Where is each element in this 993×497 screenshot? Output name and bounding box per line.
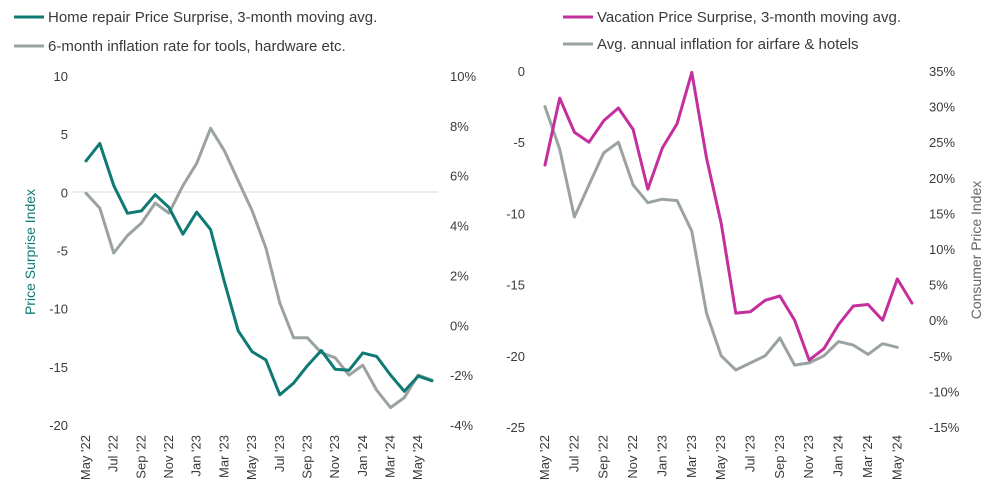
series-line-vacation-price-surprise-3-month-moving-avg — [543, 70, 914, 362]
x-tick-label: Nov '23 — [327, 435, 342, 479]
y-tick-label-left: -20 — [506, 349, 525, 364]
chart-vacation: Vacation Price Surprise, 3-month moving … — [506, 9, 984, 480]
y-tick-label-left: 10 — [54, 69, 68, 84]
x-tick-label: Sep '22 — [596, 435, 611, 479]
legend-label-vacation: Vacation Price Surprise, 3-month moving … — [597, 9, 901, 26]
y-tick-label-left: -5 — [513, 135, 525, 150]
x-tick-label: Mar '23 — [684, 435, 699, 478]
x-tick-label: Jul '22 — [106, 435, 121, 472]
y-axis-ticks-right: 35% 30% 25% 20% 15% 10% 5% 0% -5% -10% -15% — [929, 64, 960, 435]
y-tick-label-right: 0% — [929, 313, 948, 328]
x-tick-label: Jan '24 — [355, 435, 370, 477]
y-tick-label-left: -10 — [506, 206, 525, 221]
x-tick-label: Sep '23 — [772, 435, 787, 479]
y-axis-title-right: Consumer Price Index — [968, 181, 984, 320]
x-axis-ticks: May '22 Jul '22 Sep '22 Nov '22 Jan '23 Mar '… — [537, 435, 904, 480]
y-tick-label-right: 8% — [450, 119, 469, 134]
y-tick-label-right: 25% — [929, 135, 955, 150]
y-tick-label-left: 0 — [518, 64, 525, 79]
x-tick-label: Jul '23 — [272, 435, 287, 472]
x-tick-label: May '22 — [537, 435, 552, 480]
x-tick-label: May '24 — [889, 435, 904, 480]
y-axis-ticks-left: 10 5 0 -5 -10 -15 -20 — [49, 69, 68, 433]
x-tick-label: Jan '24 — [831, 435, 846, 477]
series-line-home-repair-price-surprise-3-month-moving-avg — [84, 142, 434, 397]
series-group — [543, 70, 914, 372]
y-tick-label-right: -2% — [450, 368, 474, 383]
legend-label-home-repair: Home repair Price Surprise, 3-month movi… — [48, 9, 377, 26]
y-tick-label-right: 10% — [929, 242, 955, 257]
x-tick-label: Jan '23 — [189, 435, 204, 477]
y-tick-label-left: 5 — [61, 127, 68, 142]
x-tick-label: Nov '23 — [801, 435, 816, 479]
x-tick-label: Sep '22 — [133, 435, 148, 479]
y-tick-label-right: 2% — [450, 268, 469, 283]
y-tick-label-right: -10% — [929, 384, 960, 399]
series-line-avg-annual-inflation-for-airfare-hotels — [543, 105, 899, 372]
x-tick-label: Jul '22 — [566, 435, 581, 472]
x-tick-label: Mar '24 — [382, 435, 397, 478]
x-tick-label: May '23 — [244, 435, 259, 480]
y-axis-ticks-right: 10% 8% 6% 4% 2% 0% -2% -4% — [450, 69, 476, 433]
y-tick-label-right: -5% — [929, 349, 953, 364]
y-tick-label-right: -4% — [450, 418, 474, 433]
legend-label-airfare-hotels: Avg. annual inflation for airfare & hote… — [597, 36, 859, 53]
y-tick-label-left: -5 — [56, 244, 68, 259]
y-axis-title-left: Price Surprise Index — [22, 189, 38, 315]
y-tick-label-left: -25 — [506, 420, 525, 435]
y-tick-label-left: 0 — [61, 185, 68, 200]
x-tick-label: Nov '22 — [161, 435, 176, 479]
legend: Vacation Price Surprise, 3-month moving … — [563, 9, 901, 53]
y-tick-label-left: -15 — [506, 278, 525, 293]
y-tick-label-right: 4% — [450, 219, 469, 234]
x-tick-label: May '24 — [410, 435, 425, 480]
y-tick-label-left: -10 — [49, 302, 68, 317]
x-tick-label: Nov '22 — [625, 435, 640, 479]
legend-label-tools-inflation: 6-month inflation rate for tools, hardwa… — [48, 38, 346, 55]
series-line-6-month-inflation-rate-for-tools-hardware-etc — [84, 126, 434, 410]
y-tick-label-right: 5% — [929, 278, 948, 293]
x-tick-label: Sep '23 — [299, 435, 314, 479]
y-tick-label-right: 20% — [929, 171, 955, 186]
y-tick-label-right: 35% — [929, 64, 955, 79]
x-tick-label: Mar '23 — [216, 435, 231, 478]
x-tick-label: May '23 — [713, 435, 728, 480]
chart-home-repair: Home repair Price Surprise, 3-month movi… — [14, 9, 476, 480]
y-tick-label-left: -15 — [49, 360, 68, 375]
x-tick-label: Mar '24 — [860, 435, 875, 478]
y-tick-label-left: -20 — [49, 418, 68, 433]
y-tick-label-right: 15% — [929, 206, 955, 221]
y-tick-label-right: 10% — [450, 69, 476, 84]
x-tick-label: Jul '23 — [743, 435, 758, 472]
x-tick-label: May '22 — [78, 435, 93, 480]
series-group — [84, 126, 434, 410]
x-axis-ticks: May '22 Jul '22 Sep '22 Nov '22 Jan '23 Mar '… — [78, 435, 425, 480]
legend: Home repair Price Surprise, 3-month movi… — [14, 9, 377, 55]
y-tick-label-right: 30% — [929, 100, 955, 115]
y-tick-label-right: 0% — [450, 318, 469, 333]
x-tick-label: Jan '23 — [654, 435, 669, 477]
y-tick-label-right: -15% — [929, 420, 960, 435]
y-axis-ticks-left: 0 -5 -10 -15 -20 -25 — [506, 64, 525, 435]
y-tick-label-right: 6% — [450, 169, 469, 184]
